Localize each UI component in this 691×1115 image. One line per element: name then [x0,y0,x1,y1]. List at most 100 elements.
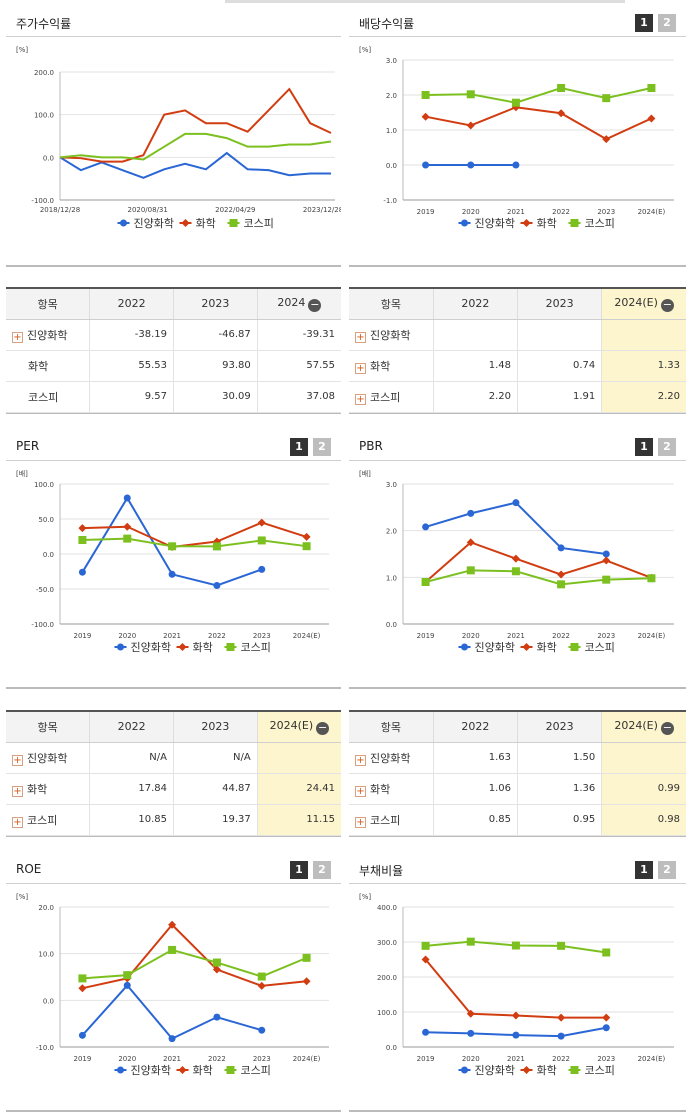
data-point [466,1009,475,1018]
table-row: + 화학 17.84 44.87 24.41 [6,773,341,805]
expand-icon[interactable]: + [12,816,23,828]
data-point [511,554,520,563]
data-point [522,219,531,227]
x-tick-label: 2023 [597,632,615,640]
row-label-text: 코스피 [370,813,401,827]
x-tick-label: 2023 [597,208,615,216]
collapse-icon[interactable]: − [316,720,330,735]
tab-1[interactable]: 1 [635,861,653,879]
expand-icon[interactable]: + [355,362,366,374]
table-cell: 24.41 [257,773,341,805]
expand-icon[interactable]: + [12,785,23,797]
dividend-chart: [%] 3.0 2.0 1.0 0.0 -1.0 2019 2020 2021 2022 2023 2… [349,38,686,248]
tab-1[interactable]: 1 [290,861,308,879]
collapse-icon[interactable]: − [660,720,674,735]
y-tick-label: 0.0 [386,1044,397,1052]
table-cell: 1.63 [433,742,519,774]
expand-icon[interactable]: + [355,754,366,766]
per-chart: [배] 100.0 50.0 0.0 -50.0 -100.0 2019 2020 2021 20… [6,462,341,672]
table-row: + 진양화학 -38.19 -46.87 -39.31 [6,319,341,351]
tab-2[interactable]: 2 [313,438,331,456]
x-tick-label: 2022/04/29 [215,206,255,214]
x-tick-label: 2020 [462,208,480,216]
x-tick-label: 2024(E) [638,1055,666,1063]
expand-icon[interactable]: + [12,331,23,343]
table-header-cell: 2022 [89,712,174,743]
expand-icon[interactable]: + [355,331,366,343]
header-label: 2024 [277,295,306,309]
tab-1[interactable]: 1 [635,14,653,32]
data-point [123,522,132,531]
data-point [467,509,475,517]
data-point [421,91,430,99]
panel-title: 주가수익률 [16,17,72,31]
y-tick-label: 300.0 [377,939,397,947]
series-코스피 [78,534,311,551]
data-point [522,643,531,651]
y-tick-label: -100.0 [31,197,54,205]
panel-title: ROE [16,862,42,876]
tab-2[interactable]: 2 [313,861,331,879]
row-label: + 코스피 [349,804,434,836]
data-point [123,534,132,543]
tab-1[interactable]: 1 [635,438,653,456]
table-cell: 2.20 [601,381,686,413]
x-tick-label: 2023 [253,1055,271,1063]
data-point [557,580,566,589]
row-label: + 진양화학 [349,319,434,351]
x-tick-label: 2022 [208,1055,226,1063]
tab-2[interactable]: 2 [658,861,676,879]
series-화학 [78,920,311,993]
header-label: 항목 [380,720,401,734]
header-label: 2023 [545,297,574,311]
x-tick-label: 2023 [253,632,271,640]
tab-1[interactable]: 1 [290,438,308,456]
legend-label: 코스피 [241,1064,271,1077]
y-tick-label: 20.0 [38,904,54,912]
tab-2[interactable]: 2 [658,14,676,32]
collapse-icon[interactable]: − [660,297,674,312]
y-unit-label: [%] [16,46,28,54]
table-cell: 1.06 [433,773,519,805]
tab-2[interactable]: 2 [658,438,676,456]
data-point [466,566,475,575]
legend-label: 진양화학 [475,1064,515,1077]
x-tick-label: 2020 [462,1055,480,1063]
series-화학 [421,955,611,1022]
table-row: 코스피 9.57 30.09 37.08 [6,381,341,413]
expand-icon[interactable]: + [355,785,366,797]
table-row: + 진양화학 [349,319,686,351]
row-label: + 코스피 [6,804,91,836]
x-tick-label: 2024(E) [638,208,666,216]
table-cell [257,742,341,774]
x-tick-label: 2021 [163,632,181,640]
series-코스피 [421,566,656,589]
series-진양화학 [78,494,266,589]
expand-icon[interactable]: + [355,816,366,828]
collapse-icon[interactable]: − [308,297,322,312]
legend-label: 코스피 [241,641,271,654]
pbr-table: 항목 2022 2023 2024(E) − + 진양화학 1.63 1.50 + 화학 1.06 1.… [349,710,686,837]
series-line-화학 [59,87,332,163]
legend-label: 코스피 [585,641,615,654]
table-row: + 코스피 0.85 0.95 0.98 [349,804,686,836]
y-tick-label: 1.0 [386,574,397,582]
data-point [466,538,475,547]
header-label: 2023 [545,720,574,734]
data-point [213,582,221,589]
expand-icon[interactable]: + [355,393,366,405]
chart-svg: [배] 100.0 50.0 0.0 -50.0 -100.0 2019 2020 2021 20… [16,469,329,654]
data-point [178,1066,187,1074]
table-row: + 화학 1.48 0.74 1.33 [349,350,686,382]
chart-legend: 진양화학 화학 코스피 [458,217,615,230]
row-label: + 진양화학 [6,742,91,774]
table-cell: -38.19 [89,319,174,351]
row-label: + 화학 [349,350,434,382]
x-tick-label: 2018/12/28 [40,206,80,214]
row-label-text: 화학 [370,782,391,796]
expand-icon[interactable]: + [12,754,23,766]
x-tick-label: 2019 [417,1055,435,1063]
row-label: + 코스피 [349,381,434,413]
table-cell: 44.87 [173,773,258,805]
